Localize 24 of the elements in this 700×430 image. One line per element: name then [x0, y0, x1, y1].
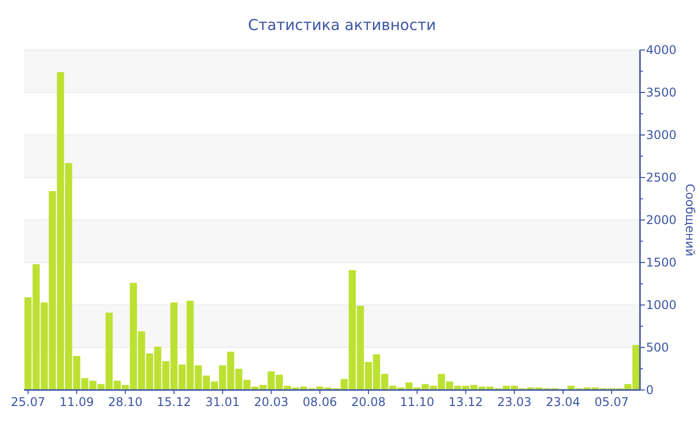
- y-tick-label: 4000: [646, 43, 677, 57]
- y-tick-label: 500: [646, 340, 669, 354]
- y-tick-label: 1000: [646, 298, 677, 312]
- x-tick-label: 23.03: [497, 395, 532, 409]
- y-tick-label: 0: [646, 383, 654, 397]
- x-tick-label: 15.12: [156, 395, 192, 409]
- x-tick-label: 31.01: [205, 395, 240, 409]
- y-tick-label: 2000: [646, 213, 677, 227]
- x-tick-label: 05.07: [594, 395, 629, 409]
- x-tick-label: 28.10: [108, 395, 142, 409]
- x-tick-label: 11.09: [60, 395, 94, 409]
- x-tick-label: 20.03: [254, 395, 288, 409]
- y-tick-label: 1500: [646, 256, 677, 270]
- x-tick-label: 13.12: [448, 395, 483, 409]
- y-tick-label: 2500: [646, 170, 677, 184]
- x-tick-label: 25.07: [10, 395, 46, 409]
- y-axis-title: Сообщений: [683, 184, 697, 256]
- x-tick-label: 11.10: [400, 395, 434, 409]
- y-tick-label: 3500: [646, 86, 677, 100]
- x-tick-label: 08.06: [302, 395, 338, 409]
- x-tick-label: 23.04: [546, 395, 580, 409]
- chart-title: Статистика активности: [248, 16, 436, 34]
- y-tick-label: 3000: [646, 128, 677, 142]
- x-tick-label: 20.08: [351, 395, 386, 409]
